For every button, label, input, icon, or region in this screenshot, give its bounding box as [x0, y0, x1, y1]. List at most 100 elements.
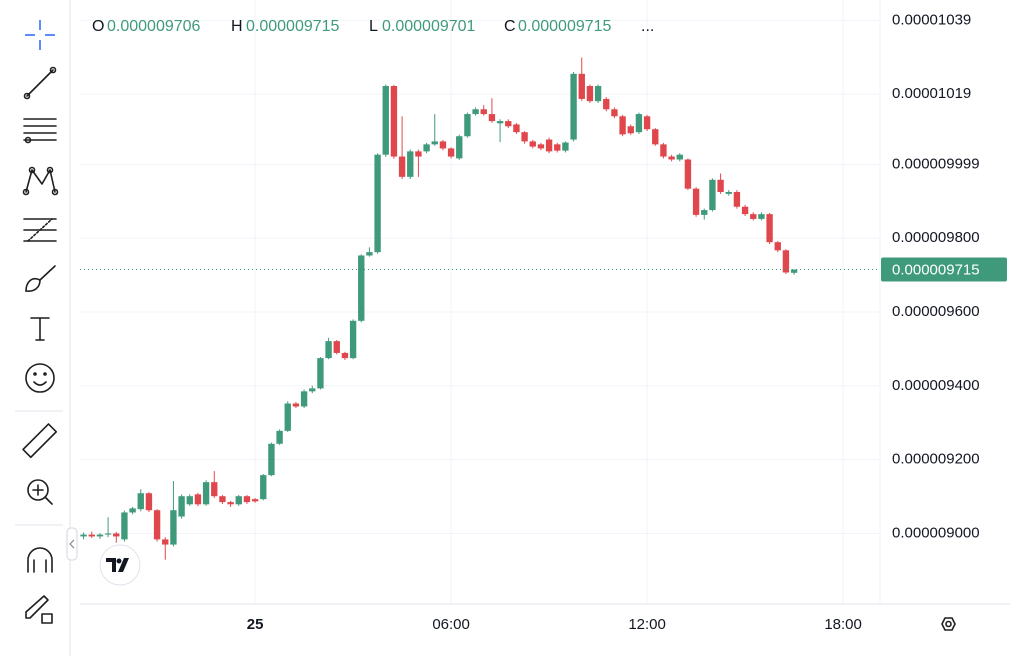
candle-body: [447, 148, 455, 157]
candle-body: [725, 191, 732, 194]
x-tick-label: 25: [247, 616, 264, 633]
y-tick-label: 0.000009400: [892, 377, 980, 394]
candle-body: [701, 210, 708, 215]
candle-body: [243, 496, 251, 503]
candle-body: [219, 496, 226, 503]
candle-body: [488, 114, 496, 122]
candle-body: [758, 214, 765, 219]
zoom-tool[interactable]: [27, 479, 53, 505]
candle-body: [260, 475, 267, 500]
candle-body: [325, 341, 332, 359]
candle-body: [594, 86, 602, 102]
candle-body: [521, 132, 528, 142]
candle-body: [545, 139, 553, 152]
candle-body: [162, 539, 169, 545]
candle-body: [358, 255, 365, 321]
candle-body: [774, 242, 781, 251]
y-tick-label: 0.000009600: [892, 303, 980, 320]
candle-body: [374, 154, 381, 253]
candle-body: [276, 430, 283, 444]
candle-body: [96, 534, 104, 537]
candle-body: [129, 508, 136, 513]
candle-body: [88, 534, 95, 537]
y-tick-label: 0.000009999: [892, 156, 980, 173]
legend-more: ...: [641, 18, 654, 35]
y-tick-label: 0.00001019: [892, 85, 971, 102]
candle-body: [390, 86, 398, 157]
candle-body: [268, 443, 275, 476]
candle-body: [505, 121, 512, 127]
candle-body: [251, 499, 259, 502]
candle-body: [513, 124, 520, 133]
candle-body: [153, 510, 161, 540]
candle-body: [766, 214, 773, 243]
trend-line-tool[interactable]: [23, 66, 57, 100]
candle-body: [113, 533, 120, 537]
ohlc-value: 0.000009715: [518, 18, 612, 35]
candle-body: [439, 141, 447, 149]
candle-body: [782, 250, 790, 273]
magnet-tool[interactable]: [27, 547, 53, 573]
candle-body: [709, 179, 716, 211]
y-tick-label: 0.000009000: [892, 524, 980, 541]
candle-body: [178, 496, 185, 517]
candle-body: [578, 73, 585, 99]
text-tool[interactable]: [30, 317, 50, 341]
y-tick-label: 0.000009200: [892, 451, 980, 468]
ohlc-label: O: [92, 18, 104, 35]
candle-body: [741, 206, 749, 215]
candle-body: [668, 156, 675, 160]
last-price-box: [881, 257, 1007, 282]
crosshair-tool[interactable]: [25, 20, 55, 50]
x-tick-label: 18:00: [824, 616, 862, 633]
candle-body: [121, 512, 128, 540]
emoji-tool[interactable]: [25, 363, 55, 393]
candle-body: [619, 116, 626, 135]
candle-body: [496, 121, 504, 124]
candle-body: [480, 109, 487, 115]
candle-body: [652, 129, 659, 145]
ohlc-label: C: [504, 18, 516, 35]
candle-body: [333, 341, 340, 353]
lines-tool[interactable]: [23, 118, 57, 144]
candle-body: [382, 86, 389, 155]
candle-body: [611, 109, 618, 117]
candle-body: [717, 179, 724, 192]
candle-body: [570, 73, 577, 140]
candle-body: [750, 214, 757, 219]
grid: [80, 0, 880, 604]
collapse-toolbar[interactable]: [66, 527, 78, 561]
candle-body: [317, 358, 324, 389]
candle-body: [349, 320, 357, 359]
candle-body: [202, 482, 210, 505]
candle-body: [300, 391, 308, 407]
candle-body: [194, 494, 202, 505]
candle-body: [211, 482, 218, 497]
fib-tool[interactable]: [23, 218, 57, 242]
y-tick-label: 0.00001039: [892, 11, 971, 28]
candle-body: [235, 496, 242, 505]
axis-settings[interactable]: [941, 617, 956, 631]
candle-body: [529, 141, 536, 147]
ohlc-value: 0.000009706: [107, 18, 201, 35]
candle-body: [635, 114, 643, 133]
brush-tool[interactable]: [25, 265, 56, 292]
lock-drawings-tool[interactable]: [25, 595, 53, 624]
candle-body: [676, 154, 683, 160]
candle-body: [366, 252, 373, 256]
candle-body: [292, 403, 300, 407]
candle-body: [643, 116, 651, 130]
candle-body: [80, 534, 87, 537]
candle-body: [554, 144, 561, 151]
ruler-tool[interactable]: [22, 423, 58, 459]
pattern-tool[interactable]: [22, 166, 59, 196]
candle-body: [537, 144, 545, 149]
candle-body: [104, 533, 112, 535]
tv-logo[interactable]: [99, 544, 141, 586]
ohlc-label: L: [369, 18, 378, 35]
last-price-label: 0.000009715: [892, 261, 980, 278]
candle-body: [145, 493, 153, 511]
candle-body: [456, 136, 463, 159]
